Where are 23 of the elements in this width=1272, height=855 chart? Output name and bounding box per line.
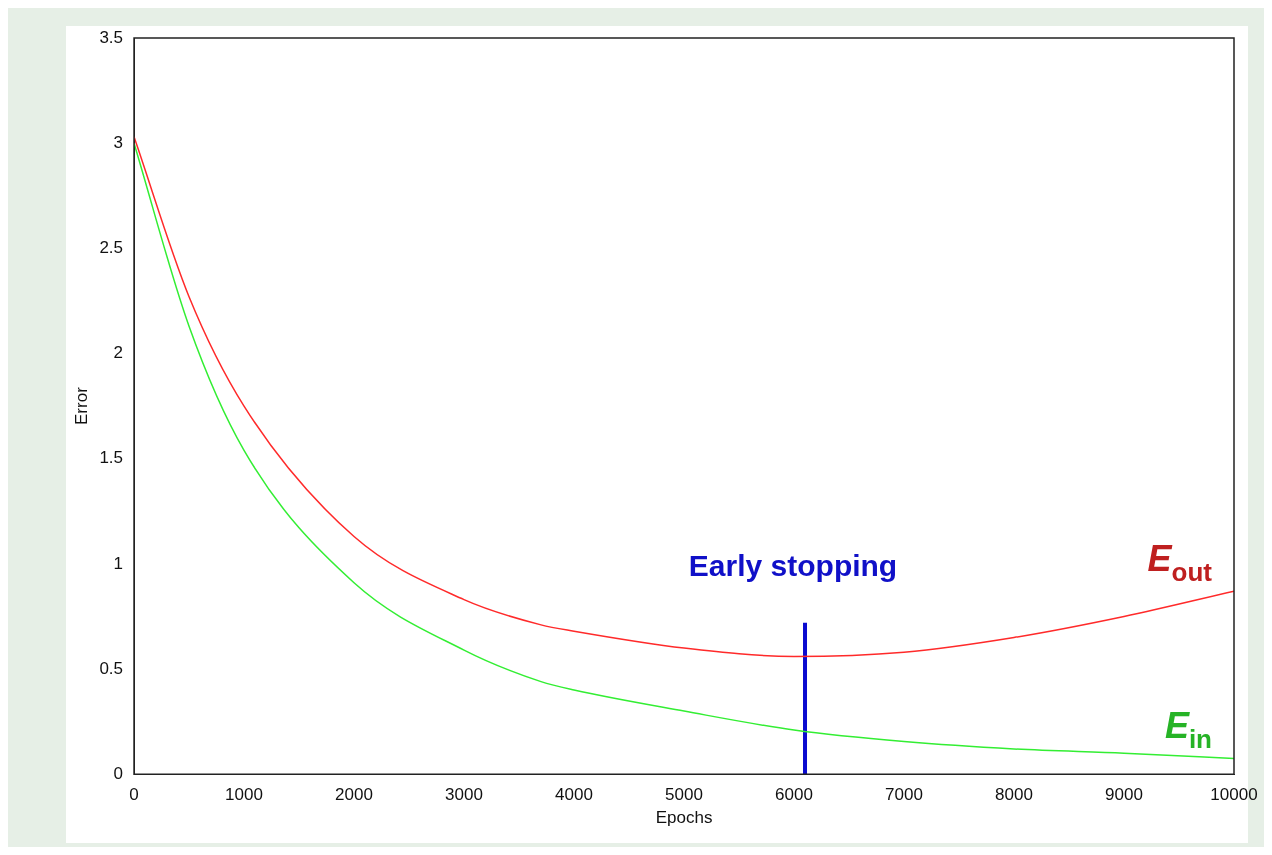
x-tick-label: 1000 [225, 785, 263, 805]
x-tick-label: 3000 [445, 785, 483, 805]
y-tick-label: 3 [113, 132, 124, 152]
x-axis-title: Epochs [655, 808, 713, 828]
annotation: Early stopping [688, 549, 898, 583]
y-axis-title: Error [71, 386, 91, 425]
x-tick-label: 5000 [665, 785, 703, 805]
x-tick-label: 8000 [995, 785, 1033, 805]
x-tick-label: 9000 [1105, 785, 1143, 805]
y-tick-label: 3.5 [99, 27, 124, 47]
y-tick-label: 0 [113, 763, 124, 783]
y-tick-label: 2 [113, 343, 124, 363]
x-tick-label: 6000 [775, 785, 813, 805]
y-tick-label: 1 [113, 553, 124, 573]
y-tick-label: 0.5 [99, 658, 124, 678]
x-tick-label: 7000 [885, 785, 923, 805]
y-tick-label: 2.5 [99, 238, 124, 258]
x-tick-label: 10000 [1210, 785, 1258, 805]
x-tick-label: 0 [129, 785, 139, 805]
line-series [134, 136, 1234, 658]
y-tick-label: 1.5 [99, 448, 124, 468]
x-tick-label: 2000 [335, 785, 373, 805]
x-tick-label: 4000 [555, 785, 593, 805]
